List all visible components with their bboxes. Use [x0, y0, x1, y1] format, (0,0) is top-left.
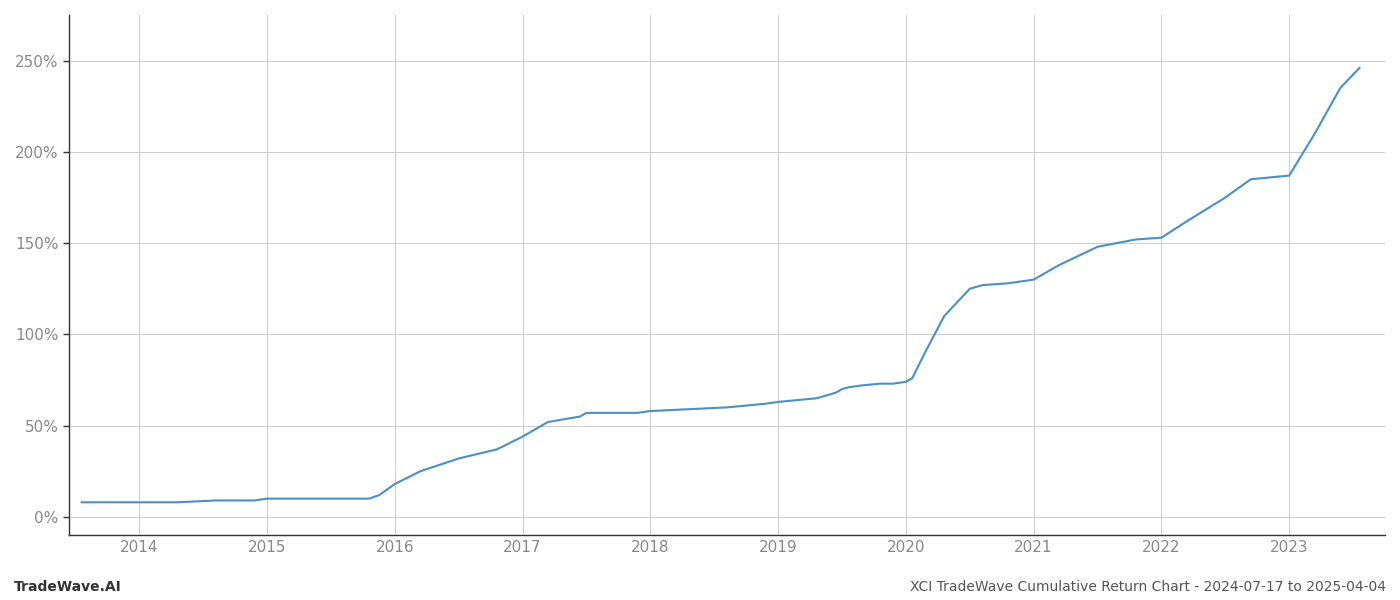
Text: XCI TradeWave Cumulative Return Chart - 2024-07-17 to 2025-04-04: XCI TradeWave Cumulative Return Chart - …: [910, 580, 1386, 594]
Text: TradeWave.AI: TradeWave.AI: [14, 580, 122, 594]
